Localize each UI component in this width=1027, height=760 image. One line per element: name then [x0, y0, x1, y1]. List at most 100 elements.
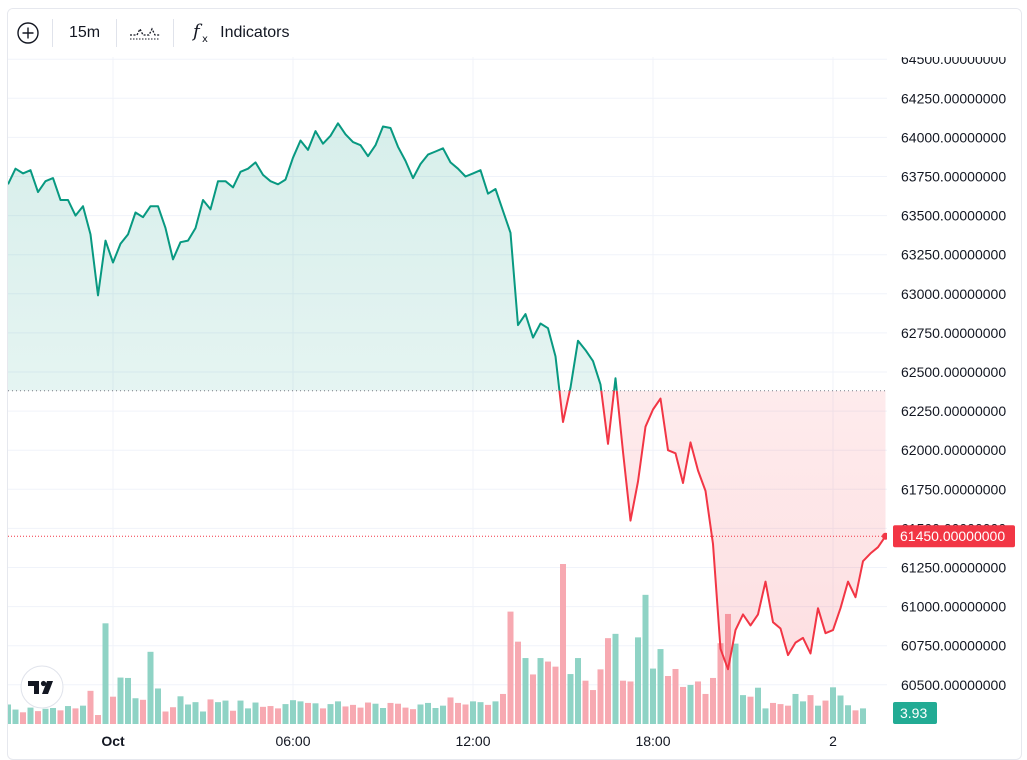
time-axis[interactable]: Oct 06:00 12:00 18:00 2: [101, 733, 837, 749]
volume-bar: [612, 633, 619, 724]
volume-bar: [395, 703, 401, 724]
volume-bar: [552, 666, 559, 724]
price-line-above-baseline: [8, 122, 618, 391]
volume-bar: [357, 707, 364, 724]
volume-bar: [192, 702, 199, 724]
volume-bar: [485, 704, 491, 724]
volume-bar: [170, 707, 176, 724]
volume-bar: [20, 712, 26, 724]
volume-bar: [687, 684, 694, 724]
volume-badge: [893, 702, 937, 724]
price-tick-label: 62500.00000000: [901, 364, 1006, 380]
price-tick-label: 61250.00000000: [901, 560, 1006, 576]
volume-bar: [342, 706, 349, 724]
price-tick-label: 61000.00000000: [901, 599, 1006, 615]
volume-bar: [132, 698, 139, 724]
volume-bar: [545, 661, 551, 724]
volume-bar: [267, 706, 274, 724]
volume-bar: [537, 658, 544, 724]
volume-bar: [590, 690, 596, 724]
volume-bar: [575, 658, 581, 724]
volume-bar: [455, 702, 461, 724]
price-tick-label: 64000.00000000: [901, 129, 1006, 145]
volume-bar: [567, 674, 574, 724]
volume-bar: [387, 702, 394, 724]
volume-bar: [702, 693, 709, 724]
volume-bar: [830, 687, 836, 724]
volume-bar: [27, 707, 34, 724]
volume-bar: [95, 715, 101, 724]
volume-bar: [245, 708, 251, 724]
price-area-fills: [8, 123, 886, 670]
volume-bar: [230, 710, 236, 724]
volume-bar: [80, 705, 86, 724]
interval-button[interactable]: 15m: [53, 18, 116, 48]
current-price-badge: [893, 525, 1015, 548]
time-tick-label: 18:00: [635, 733, 670, 749]
volume-bar: [117, 677, 124, 724]
price-tick-label: 63500.00000000: [901, 208, 1006, 224]
volume-bar: [87, 690, 94, 724]
indicators-button[interactable]: f x Indicators: [174, 18, 299, 48]
svg-text:x: x: [202, 34, 208, 45]
price-tick-label: 63750.00000000: [901, 169, 1006, 185]
price-axis[interactable]: 64500.0000000064250.0000000064000.000000…: [901, 51, 1006, 693]
volume-bar: [402, 707, 409, 724]
volume-bar: [605, 638, 611, 724]
volume-bar: [695, 681, 701, 724]
fx-icon: f x: [192, 21, 208, 45]
volume-bar: [327, 704, 334, 724]
last-price-dot: [882, 532, 887, 540]
volume-bar: [717, 643, 724, 724]
volume-bar: [732, 643, 739, 724]
volume-bar: [650, 668, 656, 724]
volume-bar: [200, 711, 206, 724]
volume-bar: [237, 700, 244, 724]
line-chart-type-icon: [130, 27, 161, 40]
volume-bar: [522, 658, 529, 724]
volume-bar: [582, 680, 589, 724]
current-price-label: 61450.00000000: [900, 528, 1005, 544]
indicators-label: Indicators: [220, 24, 290, 41]
volume-bar: [852, 710, 859, 724]
volume-bar: [440, 705, 446, 724]
volume-bar: [140, 699, 146, 724]
volume-bar: [447, 697, 454, 724]
axis-badges: 61450.00000000 3.93: [893, 525, 1015, 724]
volume-label: 3.93: [900, 705, 927, 721]
volume-bar: [710, 677, 716, 724]
volume-bar: [305, 702, 311, 724]
volume-bar: [320, 708, 326, 724]
volume-bar: [42, 708, 49, 724]
price-tick-label: 63000.00000000: [901, 286, 1006, 302]
volume-bar: [372, 703, 379, 724]
price-tick-label: 64250.00000000: [901, 90, 1006, 106]
toolbar-divider: [52, 19, 53, 47]
volume-bar: [155, 688, 161, 724]
price-tick-label: 62000.00000000: [901, 442, 1006, 458]
chart-type-button[interactable]: [117, 18, 173, 48]
volume-bar: [425, 702, 431, 724]
volume-bar: [297, 701, 304, 724]
volume-bar: [432, 708, 439, 724]
volume-bar: [65, 706, 71, 724]
volume-bar: [777, 704, 784, 724]
volume-bar: [507, 611, 514, 724]
price-tick-label: 62250.00000000: [901, 403, 1006, 419]
toolbar-divider: [116, 19, 118, 47]
volume-bar: [747, 696, 754, 724]
volume-bar: [35, 711, 41, 724]
tradingview-logo[interactable]: [20, 665, 64, 709]
volume-bar: [792, 693, 799, 724]
volume-bar: [597, 669, 604, 724]
volume-bar: [215, 702, 221, 724]
volume-bar: [837, 695, 844, 724]
volume-bar: [222, 700, 229, 724]
volume-bar: [462, 704, 469, 724]
add-symbol-button[interactable]: [8, 18, 52, 48]
volume-bar: [807, 695, 814, 724]
volume-bar: [657, 649, 664, 724]
volume-bar: [110, 696, 116, 724]
price-line-below-baseline: [558, 390, 887, 671]
